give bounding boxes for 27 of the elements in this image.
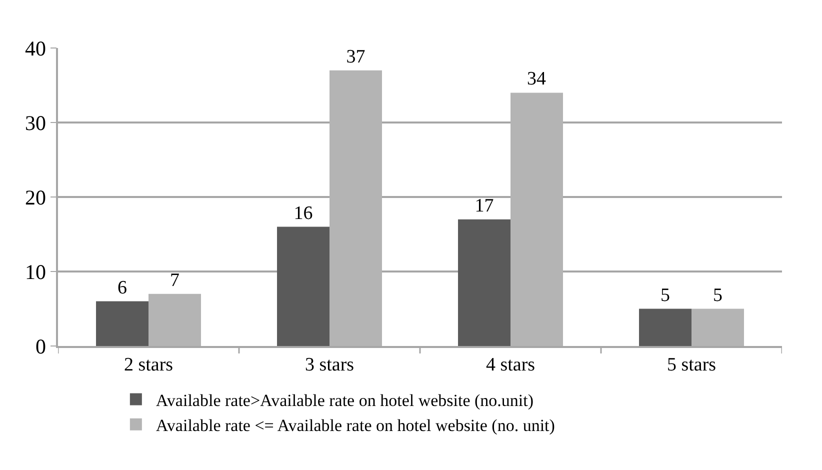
data-label: 5 [660,284,670,306]
bar [148,294,201,346]
bar [510,92,563,346]
data-label: 34 [526,68,546,90]
x-tick-label: 3 stars [304,354,354,376]
x-tick-label: 4 stars [486,354,536,376]
x-tick-label: 2 stars [124,354,174,376]
y-tick-label: 20 [25,185,46,210]
bar [692,308,744,346]
y-tick-label: 30 [25,110,46,135]
data-label: 37 [346,46,366,68]
y-tick-label: 0 [36,334,46,358]
data-label: 5 [712,284,722,306]
y-tick-label: 10 [25,260,46,284]
legend-label: Available rate>Available rate on hotel website (no.unit) [156,390,534,410]
x-tick-label: 5 stars [666,354,716,376]
data-label: 6 [118,277,128,298]
legend-label: Available rate <= Available rate on hotel website (no. unit) [156,416,555,436]
bar [330,70,382,346]
bar [639,308,692,346]
bar [96,301,148,346]
y-tick-label: 40 [25,36,46,60]
bar [277,226,330,346]
data-label: 16 [294,202,313,224]
bar [458,219,510,346]
data-label: 7 [170,270,180,291]
data-label: 17 [474,195,494,216]
